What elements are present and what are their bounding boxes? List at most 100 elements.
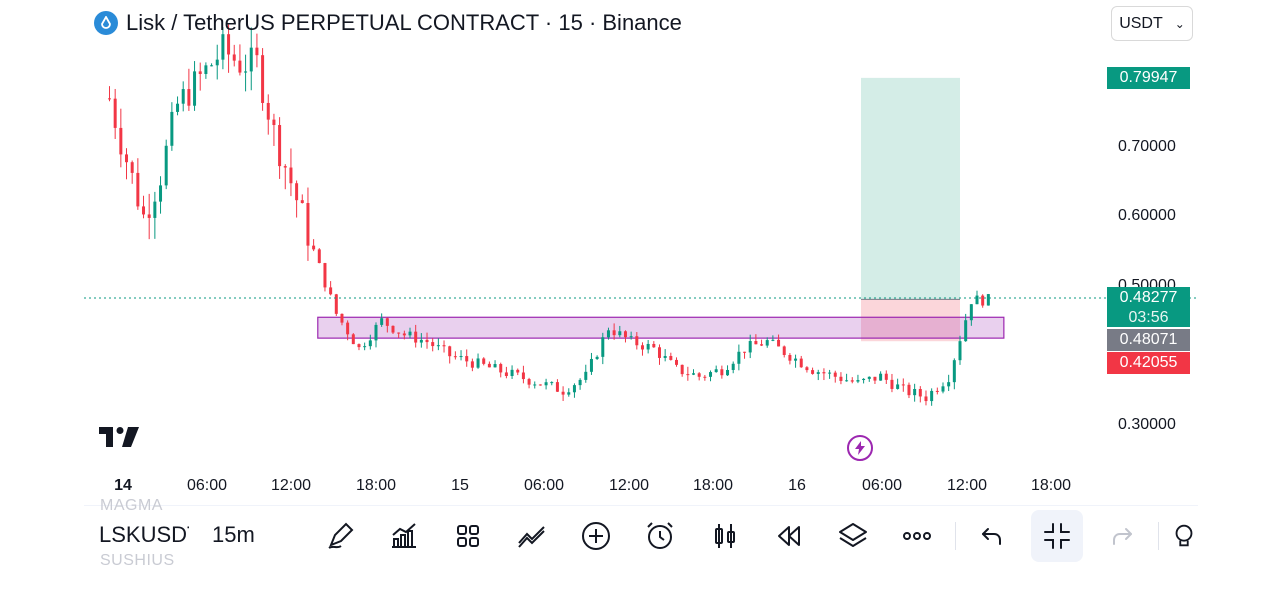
candle-body xyxy=(357,344,361,348)
candle-body xyxy=(408,331,412,336)
candle-body xyxy=(346,322,350,335)
tradingview-logo-icon[interactable] xyxy=(99,425,141,454)
candle-body xyxy=(198,71,202,74)
candle-body xyxy=(351,334,355,345)
candle-body xyxy=(136,172,140,207)
candles-icon xyxy=(715,524,735,548)
interval-button[interactable]: 15m xyxy=(212,522,255,547)
more-button[interactable] xyxy=(891,510,943,562)
candle-body xyxy=(975,295,979,305)
candle-body xyxy=(289,167,293,184)
candle-body xyxy=(283,166,287,168)
candle-body xyxy=(629,336,633,338)
candle-body xyxy=(459,356,463,358)
candle-body xyxy=(952,360,956,383)
replay-button[interactable] xyxy=(763,510,815,562)
candle-body xyxy=(771,339,775,341)
candle-body xyxy=(618,331,622,336)
drawing-tools-button[interactable] xyxy=(314,510,366,562)
candle-body xyxy=(663,356,667,358)
time-axis-label: 16 xyxy=(788,477,806,494)
candle-body xyxy=(709,372,713,377)
candle-body xyxy=(521,372,525,380)
chart-type-button[interactable] xyxy=(699,510,751,562)
candle-body xyxy=(589,358,593,372)
candle-body xyxy=(595,356,599,359)
candle-body xyxy=(697,373,701,377)
candle-body xyxy=(142,206,146,215)
candle-body xyxy=(176,103,180,112)
candle-body xyxy=(969,304,973,321)
candle-body xyxy=(442,345,446,347)
grid-icon xyxy=(457,525,479,547)
candle-body xyxy=(731,363,735,370)
candle-body xyxy=(606,330,610,338)
candle-body xyxy=(312,245,316,250)
candle-body xyxy=(453,356,457,358)
chart-area[interactable] xyxy=(84,0,1198,505)
candle-body xyxy=(295,183,299,201)
price-axis-label: 0.60000 xyxy=(1118,207,1176,224)
candle-body xyxy=(113,98,117,128)
stop-zone xyxy=(861,299,960,342)
undo-button[interactable] xyxy=(966,510,1018,562)
candle-body xyxy=(743,351,747,353)
candle-body xyxy=(108,98,111,100)
candle-body xyxy=(550,382,554,384)
candle-body xyxy=(470,361,474,368)
candle-body xyxy=(380,318,384,325)
candle-body xyxy=(238,60,242,73)
alert-button[interactable] xyxy=(634,510,686,562)
candle-body xyxy=(924,396,928,402)
compare-button[interactable] xyxy=(506,510,558,562)
candle-body xyxy=(669,356,673,360)
symbol-button[interactable]: LSKUSDT xyxy=(99,522,189,547)
candle-body xyxy=(805,367,809,371)
candle-body xyxy=(737,351,741,364)
candle-body xyxy=(782,346,786,355)
candle-body xyxy=(244,71,248,73)
ideas-button[interactable] xyxy=(1170,510,1198,562)
candle-body xyxy=(300,200,304,204)
time-axis-label: 18:00 xyxy=(692,477,734,494)
candle-body xyxy=(981,295,985,306)
redo-button[interactable] xyxy=(1096,510,1148,562)
candle-body xyxy=(533,384,537,386)
currency-dropdown[interactable]: USDT ⌄ xyxy=(1111,6,1193,41)
candle-body xyxy=(516,369,520,373)
lightbulb-icon xyxy=(1175,524,1193,547)
flash-alert-icon[interactable] xyxy=(847,435,873,461)
candle-body xyxy=(499,364,503,373)
candle-body xyxy=(363,346,367,348)
layers-icon xyxy=(839,523,867,547)
price-chart[interactable] xyxy=(84,0,1198,505)
target-zone xyxy=(861,77,960,300)
indicators-button[interactable] xyxy=(378,510,430,562)
price-axis-label: 0.30000 xyxy=(1118,416,1176,433)
symbol-below: SUSHIUS xyxy=(100,552,175,569)
candle-body xyxy=(329,287,333,295)
candle-body xyxy=(227,34,231,55)
toolbar-divider xyxy=(955,522,956,550)
candle-body xyxy=(635,336,639,346)
demand-zone xyxy=(317,316,1005,339)
candle-body xyxy=(215,59,219,66)
collapse-icon xyxy=(1044,523,1070,549)
target-price-tag: 0.79947 xyxy=(1107,67,1190,89)
candle-body xyxy=(788,354,792,361)
candle-body xyxy=(811,370,815,374)
object-tree-button[interactable] xyxy=(827,510,879,562)
candle-body xyxy=(125,154,129,163)
candle-body xyxy=(164,145,168,186)
current-price-tag: 0.48277 03:56 xyxy=(1107,287,1190,327)
add-button[interactable] xyxy=(570,510,622,562)
pen-icon xyxy=(328,522,354,549)
candle-body xyxy=(760,344,764,346)
time-axis-label: 15 xyxy=(451,477,469,494)
candle-body xyxy=(374,324,378,341)
candle-body xyxy=(170,111,174,146)
layouts-button[interactable] xyxy=(442,510,494,562)
candle-body xyxy=(777,339,781,347)
candle-body xyxy=(153,201,157,218)
fullscreen-exit-button[interactable] xyxy=(1031,510,1083,562)
